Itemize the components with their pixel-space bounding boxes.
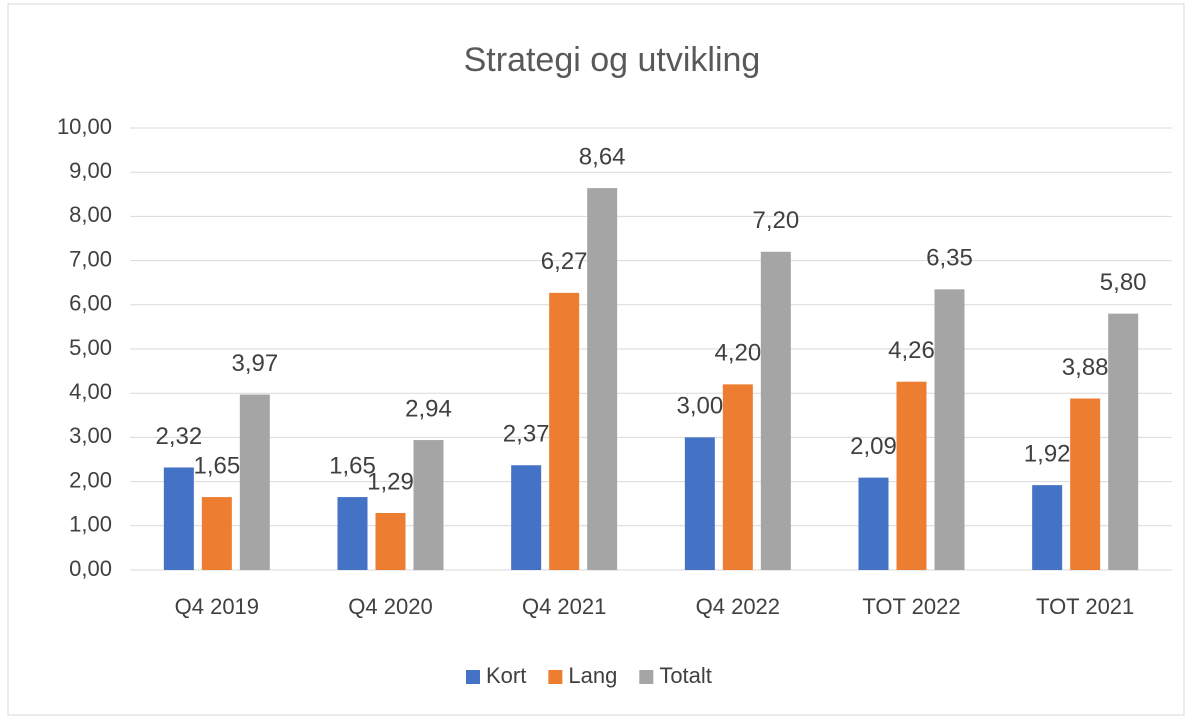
x-tick-label: Q4 2022 <box>696 594 780 619</box>
y-tick-label: 9,00 <box>69 158 112 183</box>
bar <box>587 188 618 570</box>
x-tick-label: Q4 2019 <box>175 594 259 619</box>
y-tick-label: 0,00 <box>69 556 112 581</box>
y-tick-label: 4,00 <box>69 379 112 404</box>
data-label: 2,94 <box>405 395 452 422</box>
data-label: 3,88 <box>1062 354 1109 381</box>
bar <box>858 477 889 570</box>
y-tick-label: 6,00 <box>69 291 112 316</box>
data-label: 7,20 <box>752 207 799 234</box>
bar <box>1032 485 1063 570</box>
bar <box>760 251 791 570</box>
y-tick-label: 3,00 <box>69 423 112 448</box>
x-tick-label: TOT 2021 <box>1036 594 1134 619</box>
x-tick-label: TOT 2022 <box>862 594 960 619</box>
y-tick-label: 7,00 <box>69 246 112 271</box>
x-tick-label: Q4 2021 <box>522 594 606 619</box>
y-tick-label: 8,00 <box>69 202 112 227</box>
data-label: 3,97 <box>231 350 278 377</box>
bar <box>239 394 270 570</box>
chart-title: Strategi og utvikling <box>464 41 761 79</box>
data-label: 4,26 <box>888 337 935 364</box>
data-label: 5,80 <box>1100 269 1147 296</box>
data-label: 1,65 <box>329 452 376 479</box>
data-label: 1,65 <box>193 452 240 479</box>
legend-label: Totalt <box>659 663 712 688</box>
data-label: 8,64 <box>579 143 626 170</box>
x-tick-label: Q4 2020 <box>348 594 432 619</box>
data-label: 2,32 <box>155 423 202 450</box>
data-label: 1,92 <box>1024 440 1071 467</box>
legend-label: Lang <box>568 663 617 688</box>
bar <box>337 497 368 570</box>
y-tick-label: 5,00 <box>69 335 112 360</box>
bar <box>549 292 580 570</box>
bar <box>1070 398 1101 570</box>
bar <box>163 467 194 570</box>
bar <box>375 512 406 570</box>
data-label: 3,00 <box>676 393 723 420</box>
bar <box>201 497 232 570</box>
data-label: 1,29 <box>367 468 414 495</box>
bar <box>934 289 965 570</box>
bar <box>722 384 753 570</box>
y-tick-label: 10,00 <box>57 114 112 139</box>
data-label: 2,37 <box>503 421 550 448</box>
data-label: 2,09 <box>850 433 897 460</box>
bar <box>1108 313 1139 570</box>
legend-swatch <box>639 670 654 684</box>
legend-label: Kort <box>486 663 526 688</box>
bar <box>511 465 542 570</box>
y-tick-label: 1,00 <box>69 512 112 537</box>
data-label: 6,27 <box>541 248 588 275</box>
data-label: 6,35 <box>926 245 973 272</box>
legend-swatch <box>548 670 563 684</box>
bar <box>684 437 715 570</box>
bar <box>896 381 927 570</box>
legend-swatch <box>466 670 480 684</box>
bar <box>413 440 444 570</box>
data-label: 4,20 <box>714 340 761 367</box>
y-tick-label: 2,00 <box>69 467 112 492</box>
